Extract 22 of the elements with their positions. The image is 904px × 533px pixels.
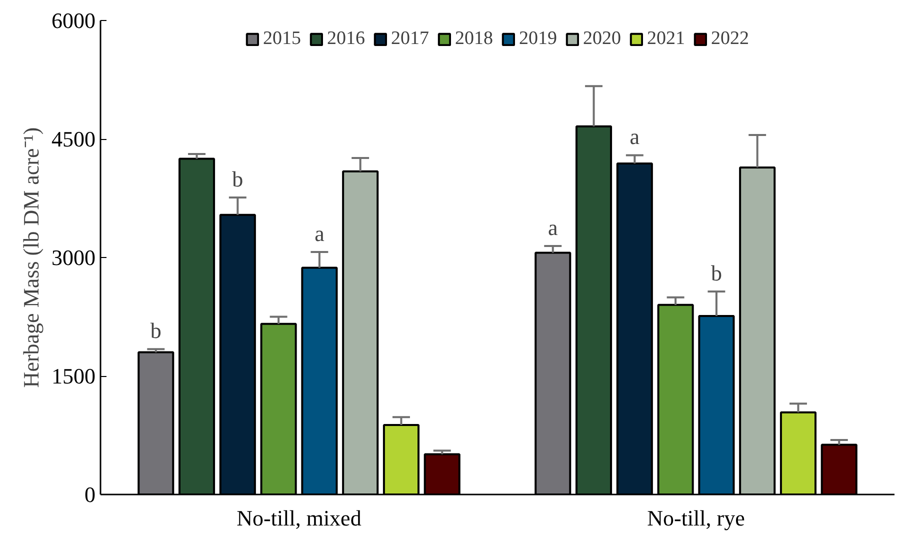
data-label: a — [630, 124, 640, 150]
y-tick-label: 4500 — [52, 126, 96, 152]
x-tick-label: No-till, mixed — [236, 506, 362, 530]
data-label: b — [710, 260, 722, 286]
y-tick-label: 0 — [84, 482, 96, 507]
legend-label: 2021 — [647, 28, 685, 50]
y-tick-label: 1500 — [52, 364, 96, 388]
legend-label: 2022 — [711, 28, 749, 50]
legend-label: 2019 — [519, 28, 557, 50]
data-label: b — [232, 166, 244, 192]
legend-label: 2015 — [263, 28, 301, 50]
y-tick-label: 3000 — [52, 245, 96, 270]
legend-label: 2017 — [391, 28, 429, 50]
legend-label: 2016 — [327, 28, 365, 50]
y-axis-title: Herbage Mass (lb DM acre⁻¹) — [18, 127, 44, 388]
x-tick-label: No-till, rye — [647, 506, 745, 530]
data-label: b — [150, 318, 162, 344]
data-label: a — [548, 215, 558, 240]
y-tick-label: 6000 — [52, 8, 96, 33]
legend-label: 2018 — [455, 28, 493, 50]
legend-label: 2020 — [583, 28, 621, 50]
data-label: a — [314, 220, 325, 246]
